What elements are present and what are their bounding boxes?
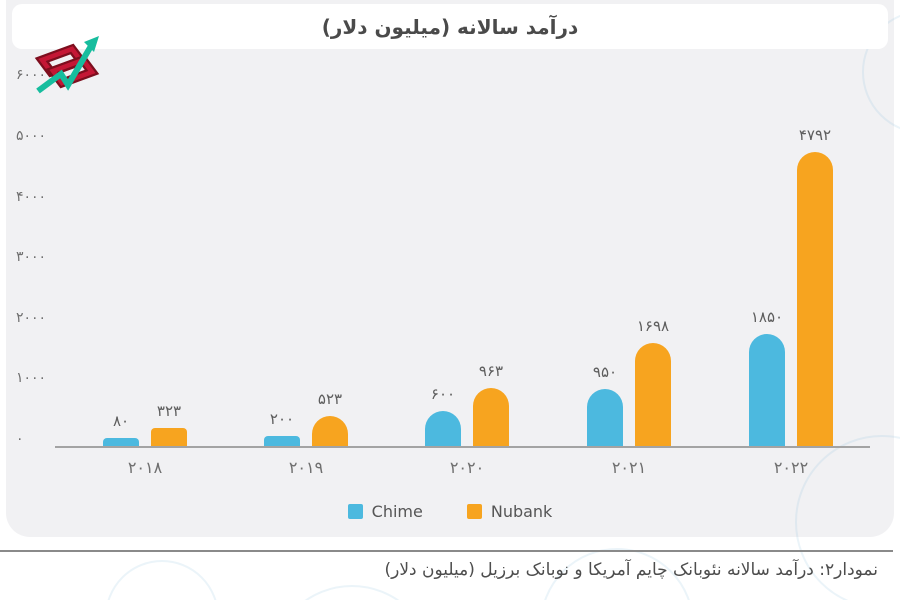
- bar-value-label: ۱۶۹۸: [636, 317, 670, 336]
- bar-value-label: ۶۰۰: [430, 384, 456, 403]
- y-tick-label: ۳۰۰۰: [16, 249, 47, 266]
- bar-chime-1: [264, 435, 300, 448]
- bar-nubank-2: [473, 388, 509, 448]
- bar-value-label: ۴۷۹۲: [798, 125, 832, 144]
- logo-arrow-icon: [84, 36, 99, 52]
- bar-chime-4: [749, 333, 785, 448]
- y-tick-label: ۵۰۰۰: [16, 128, 47, 144]
- legend-label: Chime: [371, 501, 423, 521]
- bar-value-label: ۹۵۰: [592, 363, 618, 382]
- bar-nubank-4: [797, 151, 833, 448]
- chart-caption: نمودار۲: درآمد سالانه نئوبانک چایم آمریک…: [384, 560, 878, 580]
- chart-legend: Chime Nubank: [0, 500, 900, 522]
- bar-value-label: ۱۸۵۰: [750, 307, 784, 326]
- bar-chime-2: [425, 410, 461, 448]
- x-tick-label: ۲۰۲۱: [611, 458, 647, 477]
- bar-nubank-3: [635, 343, 671, 448]
- bar-nubank-0: [151, 428, 187, 448]
- nubank-swatch-icon: [466, 503, 482, 519]
- bar-value-label: ۹۶۳: [478, 362, 504, 381]
- legend-item-nubank: Nubank: [466, 501, 553, 521]
- bar-value-label: ۲۰۰: [269, 409, 295, 428]
- y-tick-label: ۲۰۰۰: [16, 309, 47, 326]
- x-axis-line: [55, 446, 870, 448]
- chime-swatch-icon: [347, 503, 363, 519]
- y-tick-label: ۰: [16, 431, 24, 447]
- y-tick-label: ۶۰۰۰: [16, 67, 47, 84]
- legend-item-chime: Chime: [347, 501, 423, 521]
- bar-nubank-1: [312, 415, 348, 448]
- x-tick-label: ۲۰۲۲: [773, 458, 809, 477]
- growth-logo-icon: [34, 36, 100, 94]
- y-tick-label: ۱۰۰۰: [16, 370, 47, 387]
- chart-title: درآمد سالانه (میلیون دلار): [321, 14, 579, 39]
- x-tick-label: ۲۰۱۹: [288, 458, 324, 477]
- footer-divider: [0, 550, 893, 552]
- bar-value-label: ۵۲۳: [317, 389, 343, 408]
- legend-label: Nubank: [490, 501, 553, 521]
- y-tick-label: ۴۰۰۰: [16, 188, 47, 205]
- bar-value-label: ۳۲۳: [156, 402, 182, 421]
- title-bar: درآمد سالانه (میلیون دلار): [12, 4, 888, 49]
- bar-value-label: ۸۰: [112, 412, 130, 430]
- x-tick-label: ۲۰۲۰: [449, 458, 485, 477]
- bar-chime-3: [587, 389, 623, 448]
- bar-chime-0: [103, 438, 139, 448]
- x-tick-label: ۲۰۱۸: [127, 458, 163, 477]
